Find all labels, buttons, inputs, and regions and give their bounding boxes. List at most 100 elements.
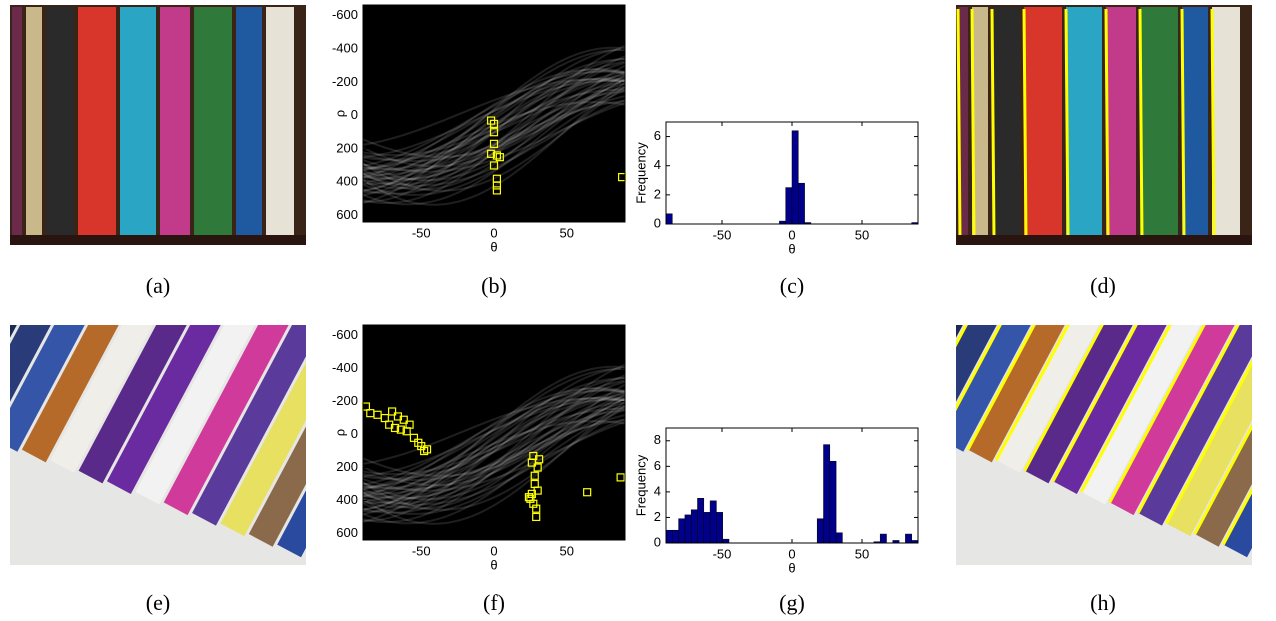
peak-marker	[533, 463, 542, 472]
shelf	[956, 235, 1252, 245]
x-tick-label: -50	[412, 543, 431, 558]
peak-marker	[489, 119, 499, 128]
hough-curve	[362, 396, 626, 516]
hough-curve	[362, 365, 626, 511]
bar	[716, 512, 723, 544]
detected-line	[966, 325, 1096, 451]
photo	[956, 5, 1252, 245]
y-tick-label: 0	[351, 426, 358, 441]
peak-marker	[489, 139, 499, 148]
peak-marker	[530, 471, 539, 480]
detected-line	[994, 325, 1122, 461]
hough-curve	[363, 58, 626, 169]
peak-marker	[529, 499, 538, 508]
hough-curve	[362, 367, 625, 498]
x-tick-label: 50	[560, 543, 574, 558]
detected-line	[1138, 8, 1144, 238]
y-tick-label: 400	[336, 174, 358, 189]
detected-line	[970, 8, 976, 238]
book-spine	[135, 325, 278, 505]
photo	[10, 5, 306, 245]
detected-line	[990, 8, 996, 238]
hough-curve	[362, 380, 626, 523]
hough-curve	[362, 95, 626, 162]
bar	[665, 213, 673, 225]
detected-line	[1221, 339, 1252, 546]
hough-curve	[362, 64, 626, 191]
detected-line	[1180, 8, 1186, 238]
x-tick-label: 0	[788, 227, 795, 242]
y-tick-label: 400	[336, 492, 358, 507]
hough-curve	[362, 89, 626, 196]
hough-curve	[362, 75, 626, 181]
bar	[690, 509, 698, 544]
peak-marker	[388, 407, 397, 416]
detected-line	[956, 325, 1069, 440]
hough-curve	[362, 420, 626, 491]
y-tick-label: 600	[336, 207, 358, 222]
x-tick-label: -50	[412, 225, 431, 240]
book-spine	[26, 7, 42, 235]
photo	[10, 325, 306, 565]
book-spine	[1140, 7, 1178, 235]
hough-curve	[362, 57, 626, 194]
hough-curve	[362, 55, 626, 180]
bar	[678, 518, 686, 544]
hough-curve	[362, 90, 626, 185]
photo-content	[10, 5, 306, 245]
caption: (g)	[779, 590, 805, 615]
caption: (d)	[1090, 273, 1116, 298]
book-spine	[1081, 325, 1224, 505]
bar	[823, 444, 831, 544]
x-axis-label: θ	[788, 560, 795, 575]
book-spine	[992, 7, 1020, 235]
book-spine	[194, 7, 232, 235]
hough-curve	[362, 404, 626, 491]
caption: (b)	[481, 273, 507, 298]
peak-marker	[361, 402, 371, 411]
y-axis-label: ρ	[332, 110, 347, 117]
hough-curve	[362, 389, 626, 486]
book-spine	[956, 325, 1092, 452]
bar	[829, 460, 837, 544]
detected-line	[1136, 325, 1252, 514]
y-tick-label: 6	[654, 128, 661, 143]
book-spine	[106, 325, 252, 494]
book-spine	[21, 325, 172, 463]
hough-curve	[362, 409, 626, 504]
x-tick-label: 0	[788, 546, 795, 561]
hough-curve	[362, 70, 626, 171]
bar	[722, 538, 730, 544]
caption: (a)	[146, 273, 170, 298]
hough-curve	[362, 80, 626, 161]
hough-curve	[363, 367, 626, 522]
detected-line	[1210, 8, 1216, 238]
hough-curve	[362, 401, 626, 505]
hough-curve	[362, 397, 626, 487]
hough-curve	[362, 418, 626, 506]
detected-line	[1108, 325, 1228, 504]
bar	[791, 130, 799, 225]
book-spine	[1182, 7, 1208, 235]
hough-curve	[362, 101, 626, 173]
y-tick-label: 2	[654, 509, 661, 524]
peak-marker	[399, 415, 408, 424]
hough-curve	[362, 79, 626, 206]
y-axis-label: Frequency	[633, 454, 648, 516]
peak-marker	[527, 489, 536, 498]
hough-curve	[362, 387, 626, 523]
book-spine	[1066, 7, 1102, 235]
x-tick-label: -50	[713, 546, 732, 561]
caption: (c)	[780, 273, 804, 298]
hough-curve	[362, 376, 626, 513]
book-spine	[266, 7, 294, 235]
y-axis-label: ρ	[332, 429, 347, 436]
y-tick-label: 200	[336, 459, 358, 474]
bar	[798, 182, 805, 225]
tilted-books	[956, 325, 1252, 558]
book-spine	[220, 325, 306, 537]
chart: -50 0 50 -600 -400 -200 0 200 400 600 θ ρ	[332, 4, 627, 254]
y-tick-label: -400	[332, 41, 358, 56]
book-spine	[120, 7, 156, 235]
photo-content	[956, 5, 1252, 245]
